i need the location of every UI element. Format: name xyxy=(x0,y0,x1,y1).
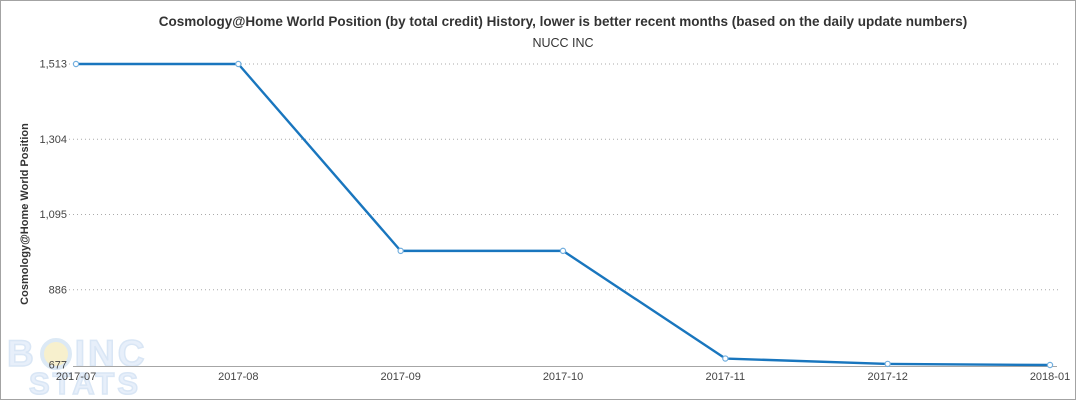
chart-subtitle: NUCC INC xyxy=(532,36,594,50)
watermark-o-icon xyxy=(39,337,72,370)
x-tick-label: 2017-12 xyxy=(867,371,907,383)
data-point-marker[interactable] xyxy=(722,355,729,362)
watermark-line2: STATS xyxy=(28,366,142,400)
x-tick-label: 2017-08 xyxy=(218,371,258,383)
data-point-marker[interactable] xyxy=(559,247,567,255)
watermark-letter-b: B xyxy=(6,333,37,374)
y-tick-label: 1,095 xyxy=(39,209,67,221)
y-tick-label: 677 xyxy=(49,360,67,372)
x-tick-label: 2017-07 xyxy=(56,371,96,383)
y-tick-label: 886 xyxy=(49,284,67,296)
y-tick-label: 1,304 xyxy=(39,134,67,146)
data-point-marker[interactable] xyxy=(1046,361,1054,369)
data-point-marker[interactable] xyxy=(884,360,891,368)
series-line xyxy=(74,62,1052,367)
x-tick-label: 2017-10 xyxy=(543,371,583,383)
data-point-marker[interactable] xyxy=(397,247,404,255)
x-tick-label: 2017-11 xyxy=(706,371,746,383)
x-tick-label: 2018-01 xyxy=(1030,371,1070,383)
data-point-marker[interactable] xyxy=(72,60,80,68)
chart-title: Cosmology@Home World Position (by total … xyxy=(158,14,968,29)
y-tick-label: 1,513 xyxy=(39,59,67,71)
data-point-marker[interactable] xyxy=(235,60,242,68)
x-tick-label: 2017-09 xyxy=(380,371,420,383)
